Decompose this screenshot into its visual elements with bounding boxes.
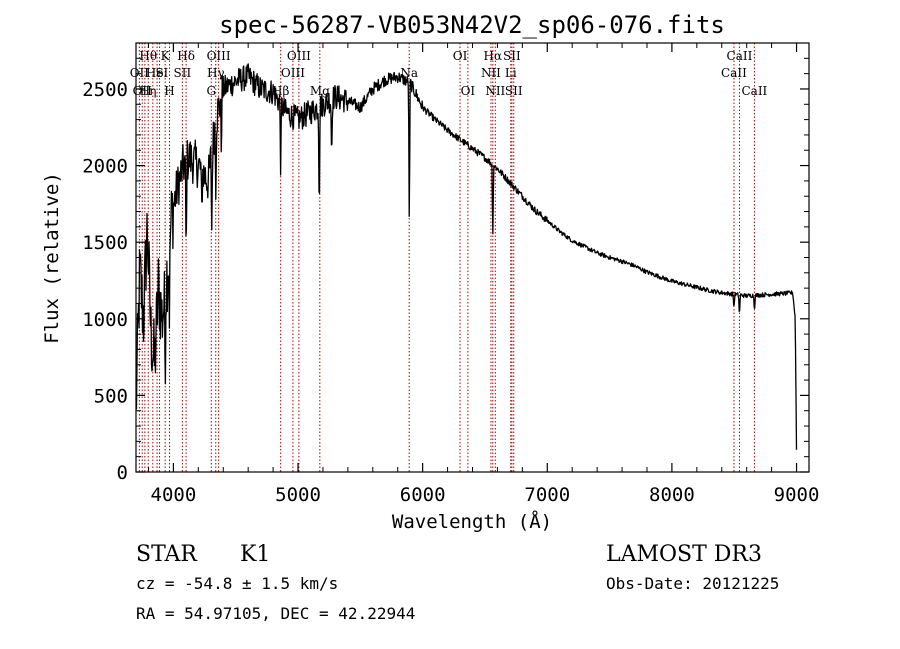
line-label: OIII (287, 49, 311, 63)
line-label: Hγ (207, 66, 225, 80)
x-tick-label: 7000 (524, 484, 570, 506)
line-label: H (140, 84, 150, 98)
line-label: SII (503, 49, 521, 63)
line-label: OIII (207, 49, 231, 63)
line-label: S (155, 66, 163, 80)
line-label: NII (485, 84, 505, 98)
chart-title: spec-56287-VB053N42V2_sp06-076.fits (219, 11, 725, 39)
y-tick-label: 2000 (82, 156, 128, 178)
y-axis-label: Flux (relative) (41, 172, 63, 344)
observation-date: Obs-Date: 20121225 (606, 574, 779, 593)
spectrum-line (135, 63, 798, 450)
y-axis-ticks: 0 500 1000 1500 2000 2500 (82, 57, 809, 484)
y-tick-label: 2500 (82, 79, 128, 101)
object-subclass: K1 (240, 542, 270, 567)
x-tick-label: 5000 (275, 484, 321, 506)
x-axis-ticks: 4000 5000 6000 7000 8000 9000 (147, 43, 820, 506)
survey-name: LAMOST DR3 (606, 542, 762, 567)
object-class: STAR (136, 542, 198, 567)
line-label: Hθ (139, 49, 157, 63)
line-label: SII (174, 66, 192, 80)
x-tick-label: 9000 (774, 484, 820, 506)
plot-frame (135, 42, 810, 473)
line-label: OIII (281, 66, 305, 80)
line-label: G (206, 84, 216, 98)
emission-line-labels: OIIOIIHHθηHeISKHSIIHδGHγOIIIHβOIIIOIIIMg… (130, 49, 768, 98)
line-label: Li (505, 66, 517, 80)
y-tick-label: 1500 (82, 232, 128, 254)
line-label: Hδ (177, 49, 195, 63)
coordinates: RA = 54.97105, DEC = 42.22944 (136, 604, 415, 623)
line-label: SII (505, 84, 523, 98)
line-label: CaII (741, 84, 767, 98)
line-label: OI (461, 84, 476, 98)
line-label: Hα (484, 49, 503, 63)
y-tick-label: 500 (94, 385, 128, 407)
x-tick-label: 8000 (649, 484, 695, 506)
line-label: NII (481, 66, 501, 80)
line-label: H (164, 84, 174, 98)
line-label: K (161, 49, 171, 63)
line-label: OI (453, 49, 468, 63)
line-label: CaII (721, 66, 747, 80)
y-tick-label: 0 (117, 462, 128, 484)
line-label: OII (133, 84, 153, 98)
line-label: HeI (146, 66, 169, 80)
line-label: Mg (310, 84, 330, 98)
line-label: OII (130, 66, 150, 80)
line-label: CaII (727, 49, 753, 63)
x-tick-label: 4000 (151, 484, 197, 506)
x-axis-label: Wavelength (Å) (392, 510, 552, 533)
line-label: η (149, 84, 156, 98)
x-tick-label: 6000 (400, 484, 446, 506)
emission-line-markers (138, 43, 755, 472)
redshift-info: cz = -54.8 ± 1.5 km/s (136, 574, 338, 593)
y-tick-label: 1000 (82, 309, 128, 331)
